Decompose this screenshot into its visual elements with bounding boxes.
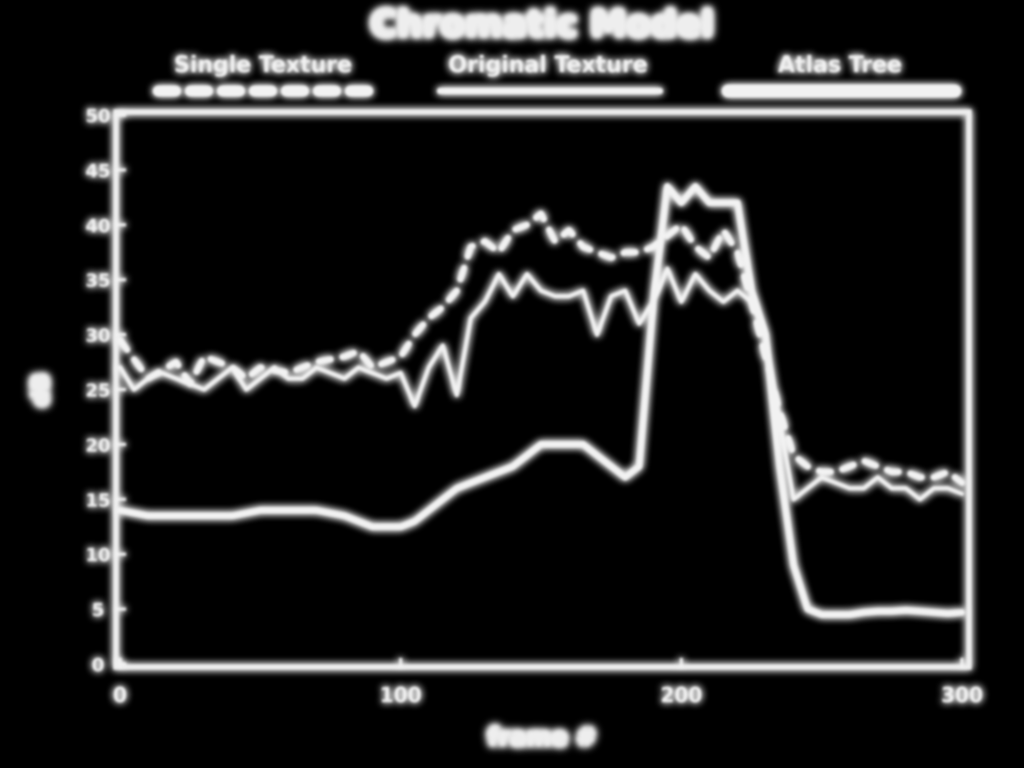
y-tick-label: 45	[85, 161, 110, 182]
series-line-1	[118, 266, 964, 502]
y-tick-label: 40	[85, 216, 110, 237]
y-tick-label: 15	[85, 490, 110, 511]
x-axis: 0 100 200 300	[113, 658, 983, 707]
x-tick-label: 0	[113, 683, 127, 707]
x-tick-label: 300	[941, 683, 983, 707]
chart-title: Chromatic Model	[371, 4, 714, 45]
y-tick-label: 5	[92, 600, 105, 621]
y-tick-label: 20	[85, 435, 110, 456]
legend-label-0: Single Texture	[174, 53, 352, 78]
x-tick-label: 200	[660, 683, 702, 707]
series-layer	[117, 183, 965, 618]
series-line-2	[117, 183, 965, 618]
y-tick-label: 25	[85, 381, 110, 402]
y-tick-label: 35	[85, 271, 110, 292]
y-axis: 0 5 10 15 20 25 30 35 40 45 50	[85, 106, 126, 676]
y-axis-label: dB	[29, 374, 54, 407]
x-tick-label: 100	[380, 683, 422, 707]
y-tick-label: 30	[85, 326, 110, 347]
y-tick-label: 10	[85, 545, 110, 566]
legend-label-2: Atlas Tree	[778, 53, 902, 78]
series-line-0	[117, 210, 965, 486]
x-axis-label: frame #	[488, 723, 596, 751]
y-tick-label: 50	[85, 106, 110, 127]
legend-label-1: Original Texture	[448, 53, 647, 78]
legend: Single Texture Original Texture Atlas Tree	[153, 53, 961, 97]
y-tick-label: 0	[92, 655, 105, 676]
